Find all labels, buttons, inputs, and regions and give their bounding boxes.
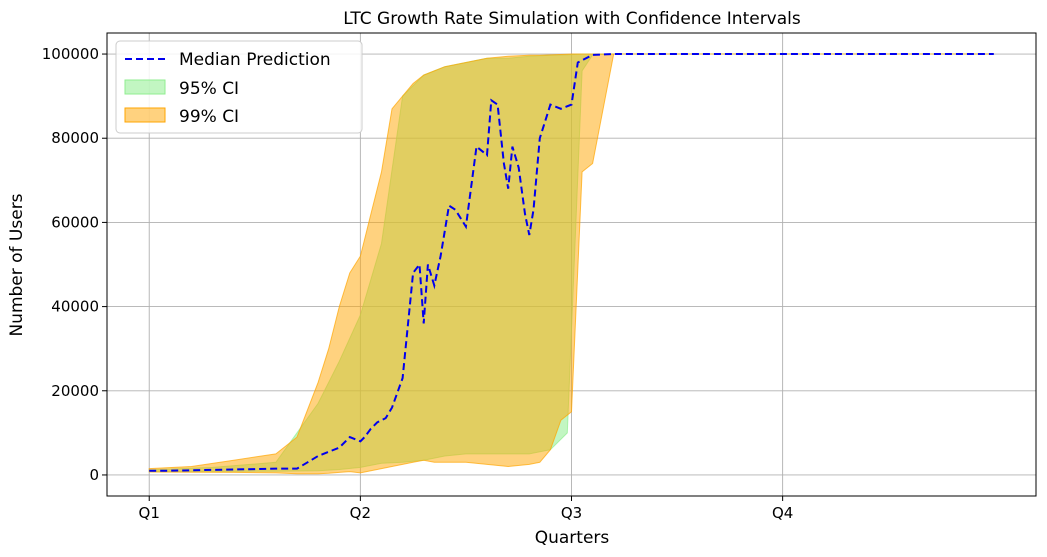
legend-box [115,40,363,134]
ci-band [148,53,994,475]
x-tick-label: Q4 [772,504,793,522]
legend-ci99-swatch [124,107,166,123]
y-tick-label: 20000 [51,382,99,400]
x-axis-label: Quarters [535,528,610,548]
y-ticks: 0 20000 40000 60000 80000 100000 [42,45,107,484]
y-tick-label: 80000 [51,129,99,147]
chart-title: LTC Growth Rate Simulation with Confiden… [343,9,801,29]
legend-ci95-label: 95% CI [179,79,239,99]
x-tick-label: Q1 [139,504,160,522]
y-tick-label: 100000 [42,45,99,63]
legend: Median Prediction 95% CI 99% CI [115,40,363,134]
legend-ci95-swatch [124,79,166,95]
confidence-bands [148,53,994,475]
median-line [149,53,994,472]
x-ticks: Q1 Q2 Q3 Q4 [139,496,793,522]
x-tick-label: Q2 [350,504,371,522]
median-line-layer [149,53,994,472]
legend-median-label: Median Prediction [179,50,331,70]
y-tick-label: 40000 [51,298,99,316]
x-tick-label: Q3 [561,504,582,522]
y-axis-label: Number of Users [7,193,27,336]
y-tick-label: 60000 [51,213,99,231]
legend-ci99-label: 99% CI [179,107,239,127]
y-tick-label: 0 [89,466,99,484]
